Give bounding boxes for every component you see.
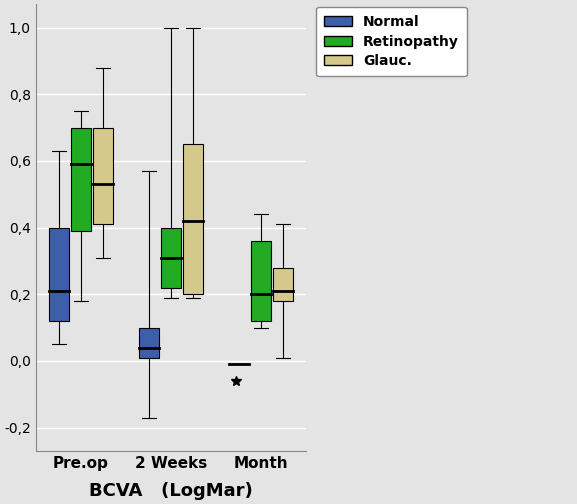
Legend: Normal, Retinopathy, Glauc.: Normal, Retinopathy, Glauc. — [316, 7, 467, 77]
Bar — [273, 268, 293, 301]
X-axis label: BCVA   (LogMar): BCVA (LogMar) — [89, 482, 253, 500]
Bar — [183, 144, 203, 294]
Bar — [71, 128, 91, 231]
Bar — [161, 227, 181, 287]
Bar — [139, 328, 159, 357]
Bar — [49, 227, 69, 321]
Bar — [93, 128, 113, 224]
Bar — [251, 241, 271, 321]
